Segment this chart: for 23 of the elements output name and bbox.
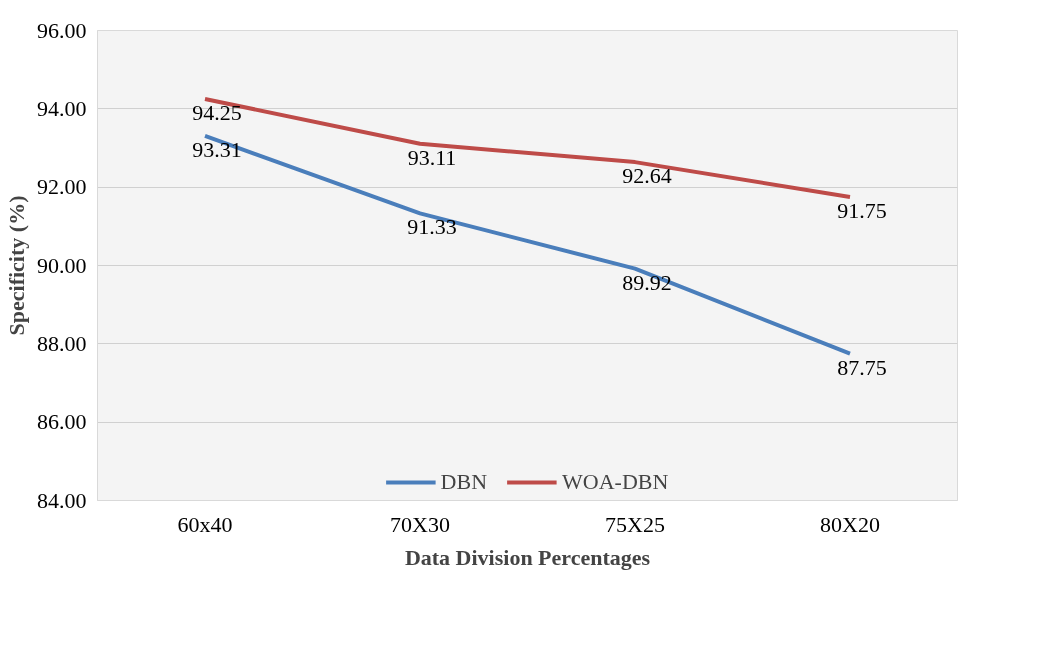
data-label: 94.25	[192, 100, 242, 126]
y-tick-label: 90.00	[37, 252, 87, 278]
y-tick-label: 94.00	[37, 95, 87, 121]
data-label: 87.75	[837, 354, 887, 380]
y-tick-label: 84.00	[37, 487, 87, 513]
data-label: 91.75	[837, 197, 887, 223]
legend-label: DBN	[440, 469, 488, 495]
data-label: 91.33	[407, 214, 457, 240]
x-tick-label: 70X30	[390, 511, 450, 537]
x-tick-label: 60x40	[177, 511, 233, 537]
y-tick-label: 88.00	[37, 330, 87, 356]
data-label: 93.11	[407, 144, 457, 170]
x-axis-title: Data Division Percentages	[404, 544, 651, 570]
y-tick-label: 92.00	[37, 174, 87, 200]
x-tick-label: 75X25	[605, 511, 665, 537]
data-label: 92.64	[622, 163, 672, 189]
y-axis-title: Specificity (%)	[4, 195, 29, 336]
y-tick-label: 96.00	[37, 17, 87, 43]
data-label: 93.31	[192, 136, 242, 162]
legend-label: WOA-DBN	[562, 469, 669, 495]
y-tick-label: 86.00	[37, 409, 87, 435]
data-label: 89.92	[622, 269, 672, 295]
x-tick-label: 80X20	[820, 511, 880, 537]
